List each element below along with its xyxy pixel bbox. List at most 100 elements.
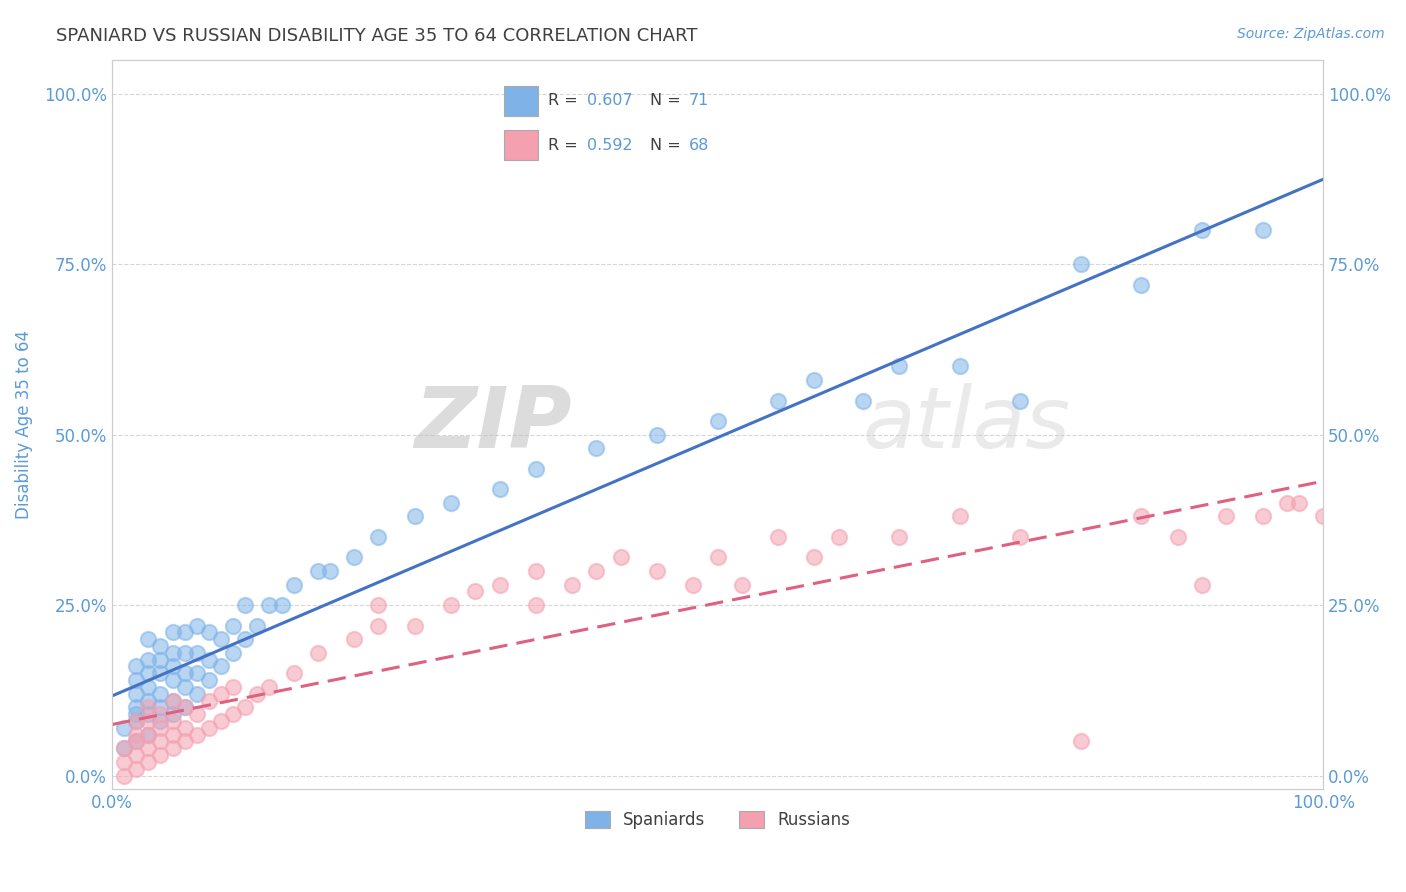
- Point: [1130, 277, 1153, 292]
- Legend: Spaniards, Russians: Spaniards, Russians: [578, 804, 856, 836]
- Point: [162, 673, 184, 687]
- Y-axis label: Disability Age 35 to 64: Disability Age 35 to 64: [15, 330, 32, 519]
- Point: [1251, 509, 1274, 524]
- Point: [343, 550, 366, 565]
- Point: [367, 530, 389, 544]
- Point: [585, 564, 607, 578]
- Point: [198, 625, 221, 640]
- Point: [125, 748, 148, 763]
- Point: [125, 734, 148, 748]
- Point: [949, 509, 972, 524]
- Point: [319, 564, 342, 578]
- Point: [136, 666, 159, 681]
- Point: [270, 598, 292, 612]
- Point: [125, 707, 148, 722]
- Point: [198, 653, 221, 667]
- Point: [488, 482, 510, 496]
- Point: [198, 673, 221, 687]
- Point: [222, 646, 245, 660]
- Point: [112, 741, 135, 756]
- Point: [949, 359, 972, 374]
- Point: [173, 700, 195, 714]
- Point: [136, 728, 159, 742]
- Point: [198, 721, 221, 735]
- Point: [125, 714, 148, 728]
- Point: [136, 653, 159, 667]
- Point: [766, 530, 789, 544]
- Point: [125, 734, 148, 748]
- Point: [162, 693, 184, 707]
- Point: [136, 700, 159, 714]
- Point: [1070, 734, 1092, 748]
- Point: [706, 550, 728, 565]
- Point: [259, 598, 281, 612]
- Point: [524, 564, 547, 578]
- Point: [1130, 509, 1153, 524]
- Point: [162, 741, 184, 756]
- Point: [209, 659, 232, 673]
- Point: [464, 584, 486, 599]
- Point: [149, 666, 172, 681]
- Point: [209, 687, 232, 701]
- Point: [125, 714, 148, 728]
- Point: [367, 598, 389, 612]
- Text: ZIP: ZIP: [415, 383, 572, 466]
- Point: [307, 646, 329, 660]
- Text: SPANIARD VS RUSSIAN DISABILITY AGE 35 TO 64 CORRELATION CHART: SPANIARD VS RUSSIAN DISABILITY AGE 35 TO…: [56, 27, 697, 45]
- Point: [162, 625, 184, 640]
- Point: [136, 693, 159, 707]
- Point: [803, 373, 825, 387]
- Point: [367, 618, 389, 632]
- Point: [149, 700, 172, 714]
- Point: [1167, 530, 1189, 544]
- Point: [112, 741, 135, 756]
- Point: [524, 598, 547, 612]
- Point: [112, 721, 135, 735]
- Point: [186, 707, 208, 722]
- Point: [343, 632, 366, 647]
- Point: [222, 707, 245, 722]
- Point: [585, 442, 607, 456]
- Point: [125, 728, 148, 742]
- Point: [162, 693, 184, 707]
- Point: [136, 680, 159, 694]
- Point: [889, 530, 911, 544]
- Point: [125, 659, 148, 673]
- Point: [173, 646, 195, 660]
- Point: [283, 666, 305, 681]
- Point: [233, 632, 256, 647]
- Point: [173, 721, 195, 735]
- Point: [1010, 530, 1032, 544]
- Point: [682, 577, 704, 591]
- Point: [149, 721, 172, 735]
- Point: [112, 768, 135, 782]
- Point: [186, 618, 208, 632]
- Point: [209, 714, 232, 728]
- Point: [1010, 393, 1032, 408]
- Point: [186, 646, 208, 660]
- Point: [645, 564, 668, 578]
- Point: [307, 564, 329, 578]
- Point: [1251, 223, 1274, 237]
- Point: [259, 680, 281, 694]
- Point: [149, 748, 172, 763]
- Point: [162, 714, 184, 728]
- Point: [803, 550, 825, 565]
- Point: [488, 577, 510, 591]
- Point: [149, 653, 172, 667]
- Point: [222, 618, 245, 632]
- Point: [186, 728, 208, 742]
- Point: [136, 728, 159, 742]
- Point: [149, 687, 172, 701]
- Point: [609, 550, 631, 565]
- Text: atlas: atlas: [863, 383, 1071, 466]
- Point: [233, 598, 256, 612]
- Point: [1275, 496, 1298, 510]
- Point: [173, 625, 195, 640]
- Point: [173, 666, 195, 681]
- Point: [149, 714, 172, 728]
- Point: [136, 707, 159, 722]
- Point: [283, 577, 305, 591]
- Point: [162, 707, 184, 722]
- Point: [1191, 223, 1213, 237]
